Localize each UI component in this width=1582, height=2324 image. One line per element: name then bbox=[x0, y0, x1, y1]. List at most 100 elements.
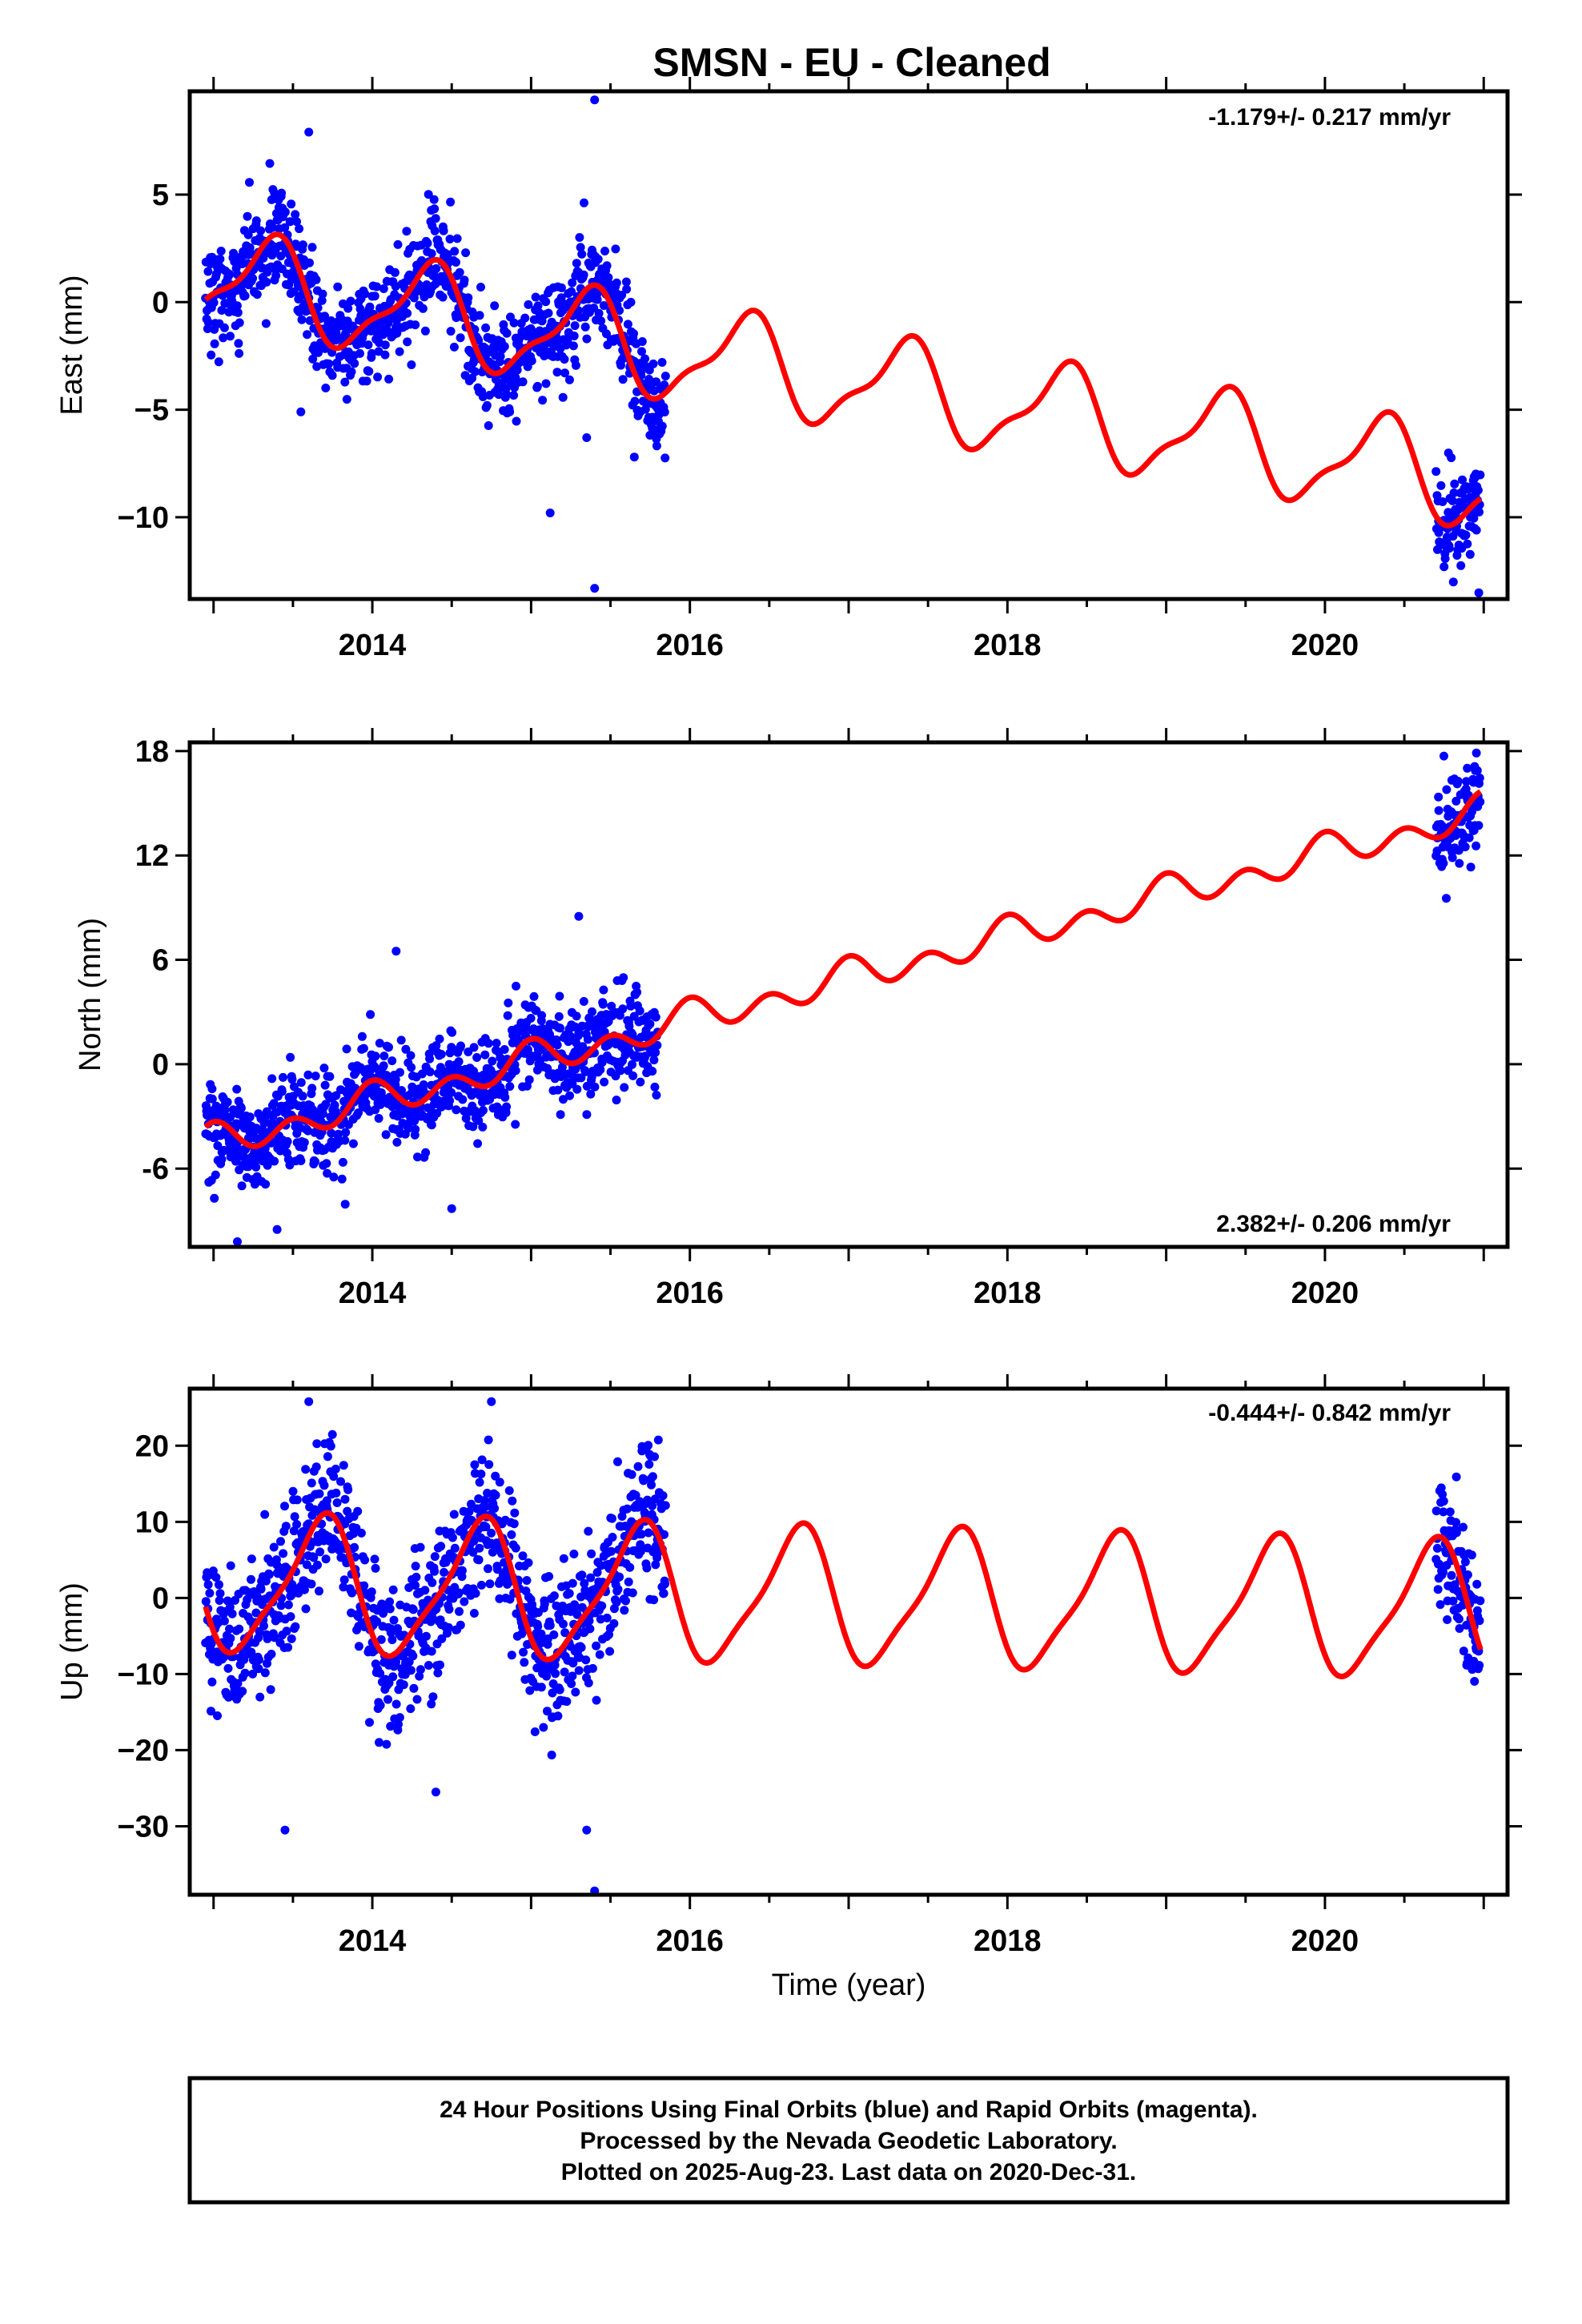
up-observation-point bbox=[283, 1642, 293, 1652]
east-observation-point bbox=[568, 278, 577, 287]
up-observation-point bbox=[477, 1455, 487, 1465]
up-observation-point bbox=[408, 1651, 418, 1661]
up-observation-point bbox=[375, 1738, 383, 1747]
up-observation-point bbox=[542, 1671, 552, 1681]
up-observation-point bbox=[267, 1650, 276, 1659]
north-outlier-point bbox=[574, 911, 584, 921]
east-observation-point bbox=[1463, 539, 1472, 549]
up-observation-point bbox=[388, 1585, 398, 1594]
up-observation-point bbox=[211, 1573, 221, 1582]
east-y-tick-label: 5 bbox=[152, 179, 169, 212]
north-observation-point bbox=[600, 1077, 609, 1087]
north-observation-point bbox=[303, 1070, 313, 1080]
east-outlier-point bbox=[296, 407, 306, 416]
north-observation-point bbox=[1442, 785, 1452, 794]
up-observation-point bbox=[315, 1586, 323, 1596]
up-observation-point bbox=[487, 1528, 496, 1538]
north-observation-point bbox=[636, 1077, 645, 1087]
east-observation-point bbox=[520, 313, 530, 323]
north-observation-point bbox=[1463, 763, 1472, 773]
up-observation-point bbox=[559, 1619, 568, 1629]
up-observation-point bbox=[291, 1622, 300, 1631]
up-observation-point bbox=[540, 1599, 549, 1609]
north-observation-point bbox=[461, 1114, 471, 1123]
up-observation-point bbox=[299, 1585, 309, 1594]
east-observation-point bbox=[1458, 475, 1467, 485]
east-observation-point bbox=[243, 211, 252, 221]
east-observation-point bbox=[267, 195, 276, 204]
up-observation-point bbox=[408, 1605, 418, 1614]
east-observation-point bbox=[343, 304, 353, 313]
east-observation-point bbox=[482, 400, 492, 410]
east-observation-point bbox=[460, 275, 469, 285]
east-observation-point bbox=[580, 198, 588, 207]
up-observation-point bbox=[282, 1626, 291, 1636]
up-x-tick-label: 2014 bbox=[339, 1924, 407, 1958]
up-y-axis-label: Up (mm) bbox=[55, 1582, 89, 1701]
up-observation-point bbox=[310, 1505, 319, 1514]
east-observation-point bbox=[342, 395, 351, 404]
up-observation-point bbox=[568, 1578, 577, 1588]
north-observation-point bbox=[1474, 821, 1484, 830]
east-observation-point bbox=[644, 375, 654, 384]
north-observation-point bbox=[1453, 777, 1463, 786]
north-observation-point bbox=[559, 1095, 568, 1104]
east-observation-point bbox=[456, 333, 465, 343]
up-observation-point bbox=[648, 1501, 657, 1510]
up-observation-point bbox=[623, 1504, 632, 1514]
north-observation-point bbox=[296, 1156, 306, 1165]
east-observation-point bbox=[219, 323, 229, 332]
up-observation-point bbox=[260, 1668, 270, 1678]
north-observation-point bbox=[565, 1091, 574, 1100]
east-observation-point bbox=[446, 327, 456, 336]
east-observation-point bbox=[563, 336, 572, 346]
up-observation-point bbox=[595, 1650, 604, 1659]
east-observation-point bbox=[1436, 480, 1446, 490]
north-observation-point bbox=[397, 1086, 406, 1096]
up-observation-point bbox=[323, 1452, 332, 1462]
up-observation-point bbox=[625, 1562, 635, 1572]
up-observation-point bbox=[411, 1581, 420, 1590]
east-observation-point bbox=[1444, 544, 1454, 553]
north-observation-point bbox=[588, 1007, 596, 1016]
east-observation-point bbox=[252, 290, 262, 300]
east-observation-point bbox=[1472, 525, 1481, 535]
east-observation-point bbox=[248, 274, 258, 283]
north-observation-point bbox=[492, 1039, 501, 1048]
east-observation-point bbox=[1475, 507, 1484, 517]
footer-box bbox=[187, 2076, 1510, 2205]
east-observation-point bbox=[367, 348, 376, 358]
east-observation-point bbox=[320, 312, 330, 321]
north-y-tick-label: 12 bbox=[135, 839, 169, 873]
east-observation-point bbox=[226, 332, 235, 341]
east-observation-point bbox=[593, 255, 603, 264]
up-observation-point bbox=[586, 1573, 596, 1582]
north-observation-point bbox=[348, 1139, 358, 1148]
up-observation-point bbox=[332, 1498, 342, 1507]
north-observation-point bbox=[1476, 797, 1485, 806]
up-observation-point bbox=[1435, 1559, 1444, 1569]
up-observation-point bbox=[444, 1622, 453, 1632]
up-observation-point bbox=[436, 1542, 446, 1551]
up-observation-point bbox=[1463, 1570, 1472, 1579]
up-y-tick-label: 20 bbox=[135, 1429, 169, 1463]
up-observation-point bbox=[430, 1566, 440, 1576]
north-observation-point bbox=[452, 1105, 461, 1115]
north-velocity-label: 2.382+/- 0.206 mm/yr bbox=[1216, 1211, 1451, 1237]
east-observation-point bbox=[596, 316, 606, 326]
east-y-tick-label: 0 bbox=[152, 286, 169, 320]
up-x-tick-label: 2016 bbox=[656, 1924, 724, 1958]
east-observation-point bbox=[318, 289, 327, 299]
north-observation-point bbox=[277, 1087, 287, 1096]
up-x-tick-label: 2020 bbox=[1291, 1924, 1359, 1958]
up-observation-point bbox=[343, 1506, 352, 1516]
up-observation-point bbox=[448, 1533, 457, 1542]
up-observation-point bbox=[484, 1564, 492, 1574]
up-observation-point bbox=[484, 1460, 494, 1470]
north-observation-point bbox=[283, 1136, 292, 1146]
up-y-tick-labels: 20 10 0 −10 −20 −30 bbox=[118, 1429, 169, 1844]
up-observation-point bbox=[319, 1481, 329, 1490]
up-axis-ticks bbox=[175, 1374, 1522, 1909]
footer-line-1: 24 Hour Positions Using Final Orbits (bl… bbox=[440, 2097, 1258, 2123]
east-observation-point bbox=[307, 243, 317, 252]
